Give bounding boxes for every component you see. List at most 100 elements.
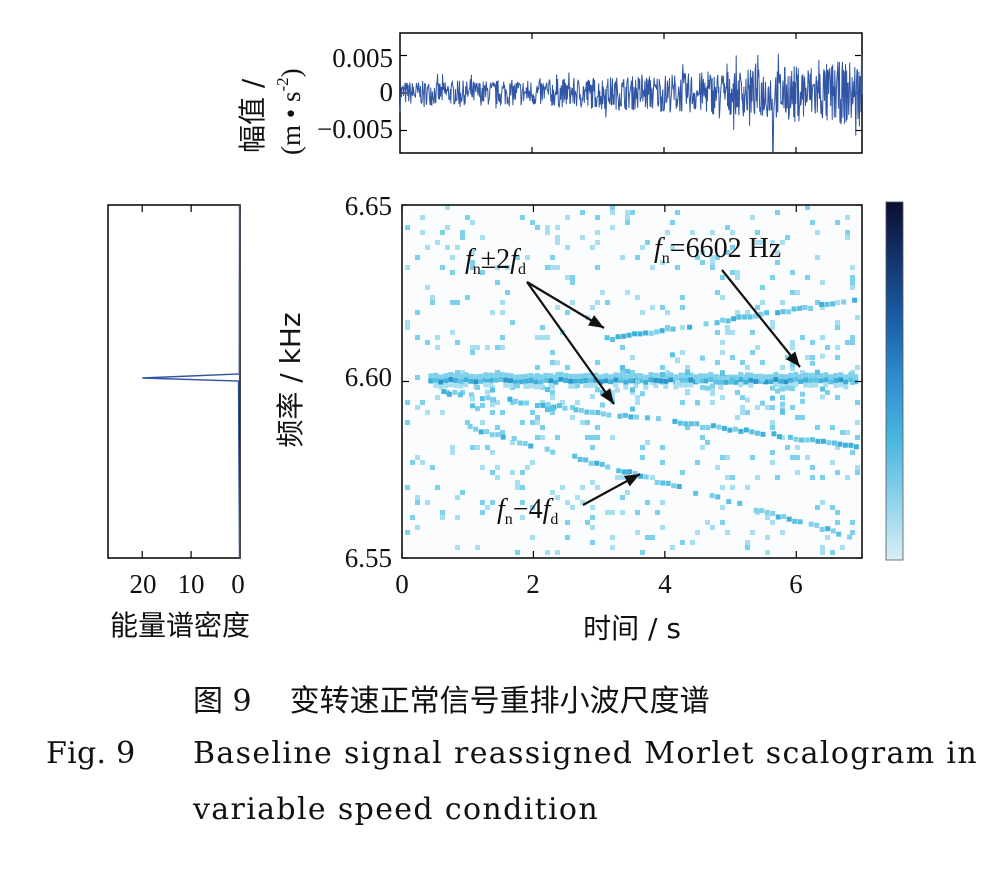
scalogram-cell	[580, 500, 585, 505]
scalogram-cell	[570, 405, 575, 410]
scalogram-cell	[654, 329, 660, 335]
scalogram-cell	[470, 220, 475, 225]
scalogram-cell	[780, 240, 785, 245]
annotation-arrows	[526, 269, 801, 506]
scalogram-cell	[440, 265, 445, 270]
scalogram-cell	[475, 406, 480, 412]
scalogram-cell	[710, 383, 715, 389]
scalogram-cell	[788, 372, 794, 378]
scalogram-cell	[535, 415, 540, 420]
annotation-arrowhead	[785, 351, 800, 367]
scalogram-cell	[535, 335, 540, 340]
scalogram-cell	[808, 372, 814, 378]
scalogram-cell	[625, 210, 630, 215]
scalogram-cell	[445, 245, 450, 250]
scalogram-cell	[830, 301, 836, 307]
scalogram-cell	[673, 374, 679, 380]
scalogram-cell	[695, 530, 700, 535]
scalogram-cell	[644, 415, 650, 421]
scalogram-cell	[441, 389, 447, 394]
scalogram-cell	[455, 340, 460, 345]
scalogram-cell	[840, 430, 845, 435]
scalogram-cell	[693, 374, 699, 380]
scalogram-cell	[737, 500, 743, 506]
scalogram-cell	[405, 420, 410, 425]
scalogram-cell	[835, 445, 840, 450]
scalogram-cell	[553, 379, 559, 385]
scalogram-cell	[765, 550, 770, 555]
scalogram-cell	[828, 374, 834, 380]
scalogram-cell	[645, 240, 650, 245]
scalogram-cell	[460, 490, 465, 495]
scalogram-cell	[720, 275, 725, 280]
scalogram-cell	[838, 377, 844, 383]
scalogram-cell	[512, 398, 518, 404]
scalogram-cell	[440, 510, 445, 515]
scalogram-cell	[725, 325, 730, 330]
scalogram-cell	[617, 413, 623, 419]
scalogram-cell	[760, 400, 765, 406]
scalogram-cell	[663, 373, 669, 379]
scalogram-cell	[468, 378, 474, 384]
scalogram-cell	[605, 300, 610, 305]
scalogram-cell	[578, 378, 584, 384]
scalogram-cell	[425, 285, 430, 290]
scalogram-cell	[620, 475, 625, 480]
scalogram-cell	[555, 265, 560, 270]
scalogram-cell	[780, 530, 785, 535]
scalogram-cell	[513, 374, 519, 380]
scalogram-cell	[720, 485, 725, 490]
scalogram-cell	[710, 265, 715, 270]
scalogram-cell	[463, 382, 469, 388]
scalogram-cell	[420, 400, 425, 405]
scalogram-cell	[623, 379, 629, 385]
scalogram-cell	[802, 305, 808, 310]
scalogram-cell	[518, 400, 524, 406]
scalogram-cell	[620, 345, 625, 350]
scalogram-cell	[590, 515, 595, 520]
scalogram-cell	[410, 515, 415, 520]
scalogram-cell	[433, 382, 439, 388]
scalogram-cell	[525, 465, 530, 470]
scalogram-cell	[522, 441, 528, 446]
scalogram-cell	[775, 210, 780, 215]
scalogram-cell	[535, 373, 540, 379]
scalogram-cell	[810, 355, 815, 360]
scalogram-cell	[745, 310, 750, 315]
scalogram-cell	[520, 420, 525, 425]
scalogram-cell	[450, 255, 455, 260]
scalogram-cell	[770, 450, 775, 455]
scalogram-cell	[660, 480, 666, 486]
scalogram-cell	[638, 378, 644, 384]
scalogram-cell	[800, 398, 805, 404]
scalogram-cell	[653, 372, 659, 378]
scalogram-cell	[835, 520, 840, 525]
ann3-mid: −4	[513, 494, 543, 525]
scalogram-cell	[825, 526, 831, 532]
scalogram-cell	[538, 379, 544, 385]
scalogram-cell	[490, 500, 495, 505]
scalogram-cell	[771, 431, 777, 437]
scalogram-cell	[795, 290, 800, 295]
scalogram-cell	[655, 510, 660, 515]
scalogram-cell	[730, 245, 735, 250]
annotation-fn-minus-4fd: fn−4fd	[497, 494, 558, 528]
scalogram-cell	[695, 255, 700, 260]
scalogram-cell	[535, 365, 540, 370]
scalogram-cell	[788, 377, 794, 383]
scalogram-cell	[825, 535, 830, 540]
scalogram-cell	[836, 531, 842, 537]
scalogram-cell	[808, 377, 814, 383]
scalogram-cell	[700, 445, 705, 450]
scalogram-cell	[823, 372, 829, 378]
scalogram-cell	[749, 429, 755, 435]
scalogram-cell	[720, 455, 725, 460]
scalogram-cell	[438, 379, 444, 385]
scalogram-cell	[770, 275, 775, 280]
scalogram-cell	[718, 374, 724, 380]
scalogram-cell	[643, 379, 649, 385]
scalogram-cell	[798, 378, 804, 384]
scalogram-cell	[770, 460, 775, 465]
scalogram-cell	[640, 245, 645, 250]
scalogram-cell	[768, 374, 774, 380]
